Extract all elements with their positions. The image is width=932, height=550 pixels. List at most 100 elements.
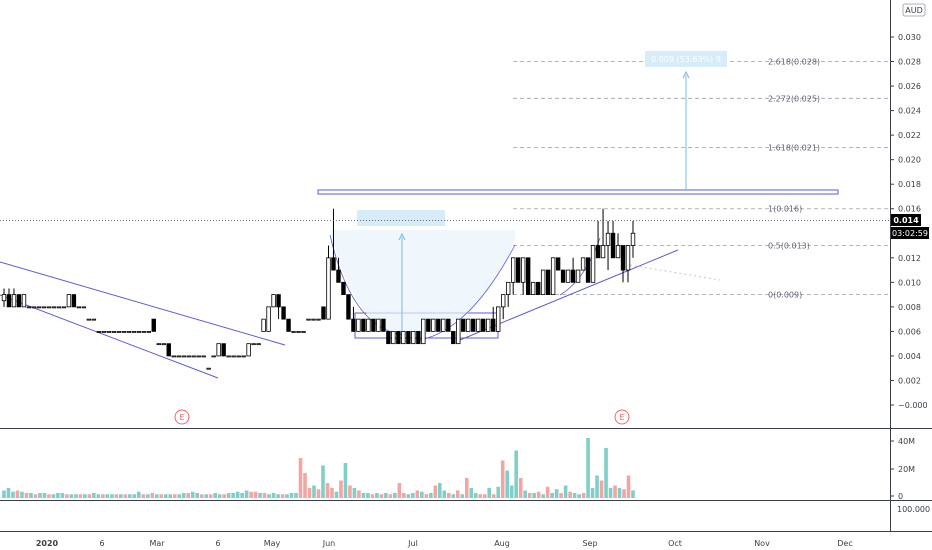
candle-body[interactable] bbox=[296, 330, 301, 333]
candle-body[interactable] bbox=[116, 330, 122, 333]
candle-body[interactable] bbox=[625, 245, 631, 271]
candle-body[interactable] bbox=[361, 318, 366, 332]
candle-body[interactable] bbox=[630, 232, 636, 246]
candle-body[interactable] bbox=[226, 355, 231, 358]
candle-body[interactable] bbox=[256, 343, 261, 346]
candle-body[interactable] bbox=[311, 318, 316, 321]
candle-body[interactable] bbox=[555, 257, 561, 271]
candle-body[interactable] bbox=[306, 318, 311, 321]
candle-body[interactable] bbox=[136, 330, 141, 333]
candle-body[interactable] bbox=[81, 306, 87, 309]
candle-body[interactable] bbox=[426, 318, 431, 332]
candle-body[interactable] bbox=[481, 318, 486, 332]
candle-body[interactable] bbox=[96, 330, 102, 333]
candle-body[interactable] bbox=[186, 355, 191, 358]
candle-body[interactable] bbox=[106, 330, 112, 333]
candle-body[interactable] bbox=[446, 318, 451, 332]
earnings-marker[interactable]: E bbox=[174, 409, 190, 425]
candle-body[interactable] bbox=[346, 294, 351, 320]
candle-body[interactable] bbox=[46, 306, 52, 309]
target-label-box[interactable] bbox=[645, 51, 727, 67]
candle-body[interactable] bbox=[146, 330, 151, 333]
candle-body[interactable] bbox=[246, 343, 251, 357]
candle-body[interactable] bbox=[151, 318, 156, 332]
volume-series[interactable] bbox=[2, 438, 635, 498]
candle-body[interactable] bbox=[76, 306, 82, 309]
cup-shape[interactable] bbox=[330, 230, 515, 336]
candle-body[interactable] bbox=[56, 306, 62, 309]
candle-body[interactable] bbox=[391, 330, 396, 345]
candle-body[interactable] bbox=[161, 343, 166, 346]
candle-body[interactable] bbox=[171, 355, 176, 358]
candle-body[interactable] bbox=[476, 318, 481, 332]
candle-body[interactable] bbox=[321, 306, 326, 320]
candle-body[interactable] bbox=[276, 294, 281, 308]
candle-body[interactable] bbox=[461, 318, 466, 332]
candle-body[interactable] bbox=[316, 318, 321, 321]
candle-body[interactable] bbox=[615, 245, 621, 259]
candle-body[interactable] bbox=[570, 269, 576, 283]
candle-body[interactable] bbox=[86, 318, 92, 321]
candle-body[interactable] bbox=[271, 294, 276, 308]
candle-body[interactable] bbox=[550, 257, 556, 295]
candle-body[interactable] bbox=[366, 318, 371, 332]
candle-body[interactable] bbox=[590, 245, 596, 283]
upper-channel-line[interactable] bbox=[0, 261, 286, 346]
candle-body[interactable] bbox=[241, 355, 246, 358]
candle-body[interactable] bbox=[326, 257, 331, 320]
candle-body[interactable] bbox=[456, 318, 461, 345]
candle-body[interactable] bbox=[331, 257, 336, 271]
candle-body[interactable] bbox=[21, 294, 27, 308]
candle-body[interactable] bbox=[41, 306, 47, 309]
candle-body[interactable] bbox=[131, 330, 136, 333]
candle-body[interactable] bbox=[436, 318, 441, 332]
candle-body[interactable] bbox=[595, 245, 601, 259]
candle-body[interactable] bbox=[196, 355, 201, 358]
candle-body[interactable] bbox=[560, 269, 566, 283]
candle-body[interactable] bbox=[486, 318, 491, 332]
candle-body[interactable] bbox=[236, 355, 241, 358]
candle-body[interactable] bbox=[261, 318, 266, 332]
candle-body[interactable] bbox=[510, 257, 516, 283]
candle-body[interactable] bbox=[6, 294, 12, 308]
candle-body[interactable] bbox=[466, 318, 471, 332]
candle-body[interactable] bbox=[431, 318, 436, 332]
time-axis-ticks[interactable]: 2020 6 Mar 6 May Jun Jul Aug Sep Oct Nov Dec bbox=[36, 539, 853, 548]
candle-body[interactable] bbox=[416, 330, 421, 345]
candle-body[interactable] bbox=[515, 257, 521, 283]
candle-body[interactable] bbox=[11, 294, 17, 308]
candle-body[interactable] bbox=[441, 318, 446, 332]
candle-body[interactable] bbox=[505, 281, 511, 296]
candle-body[interactable] bbox=[211, 355, 216, 358]
candle-body[interactable] bbox=[101, 330, 107, 333]
candle-body[interactable] bbox=[600, 245, 606, 259]
candle-body[interactable] bbox=[610, 232, 616, 259]
candlestick-series[interactable] bbox=[1, 208, 636, 370]
candle-body[interactable] bbox=[26, 306, 32, 309]
candle-body[interactable] bbox=[91, 318, 97, 321]
candle-body[interactable] bbox=[16, 294, 22, 308]
candle-body[interactable] bbox=[371, 318, 376, 332]
candle-body[interactable] bbox=[221, 343, 226, 357]
candle-body[interactable] bbox=[166, 343, 171, 357]
candle-body[interactable] bbox=[491, 318, 496, 332]
candle-body[interactable] bbox=[605, 232, 611, 246]
candle-body[interactable] bbox=[501, 294, 506, 308]
candle-body[interactable] bbox=[530, 281, 536, 296]
candle-body[interactable] bbox=[471, 318, 476, 332]
candle-body[interactable] bbox=[520, 257, 526, 283]
candle-body[interactable] bbox=[535, 281, 541, 296]
candle-body[interactable] bbox=[141, 330, 146, 333]
candle-body[interactable] bbox=[1, 294, 7, 302]
candle-body[interactable] bbox=[156, 343, 161, 346]
candle-body[interactable] bbox=[121, 330, 127, 333]
candle-body[interactable] bbox=[451, 330, 456, 345]
candle-body[interactable] bbox=[396, 330, 401, 345]
candle-body[interactable] bbox=[540, 269, 546, 296]
cup-depth-label-box[interactable] bbox=[357, 210, 445, 226]
candle-body[interactable] bbox=[565, 269, 571, 283]
candle-body[interactable] bbox=[206, 367, 211, 370]
candle-body[interactable] bbox=[575, 269, 581, 283]
fibonacci-extension[interactable]: 2.618(0.028) 2.272(0.025) 1.618(0.021) 1(0.… bbox=[513, 58, 890, 300]
candle-body[interactable] bbox=[191, 355, 196, 358]
